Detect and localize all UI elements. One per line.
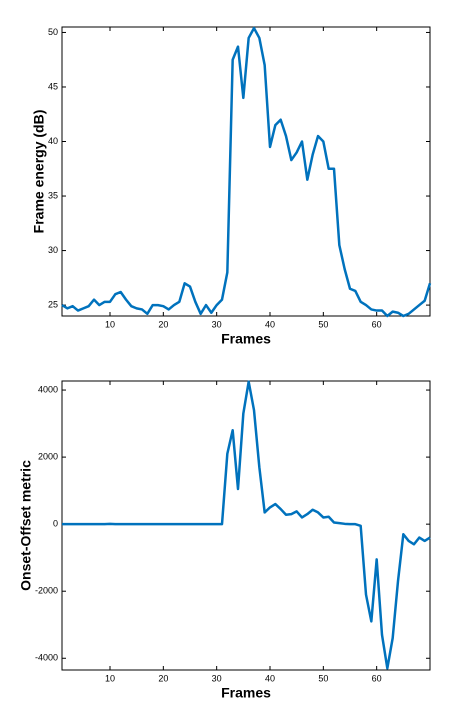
- x-tick-label: 10: [105, 319, 115, 329]
- y-tick-label: 2000: [38, 451, 58, 461]
- y-tick-label: -4000: [35, 653, 58, 663]
- x-tick-label: 50: [318, 673, 328, 683]
- plot-area: [61, 380, 431, 671]
- x-axis-label: Frames: [221, 331, 271, 347]
- y-tick-label: 40: [48, 136, 58, 146]
- x-tick-label: 50: [318, 319, 328, 329]
- x-tick-label: 60: [372, 319, 382, 329]
- y-tick-label: 30: [48, 245, 58, 255]
- y-tick-label: 25: [48, 299, 58, 309]
- y-tick-label: 35: [48, 190, 58, 200]
- x-tick-label: 40: [265, 673, 275, 683]
- x-tick-label: 30: [212, 673, 222, 683]
- y-tick-label: 4000: [38, 384, 58, 394]
- y-tick-label: -2000: [35, 586, 58, 596]
- y-axis-label: Onset-Offset metric: [18, 460, 34, 591]
- y-tick-label: 45: [48, 81, 58, 91]
- y-tick-label: 0: [53, 519, 58, 529]
- data-line: [61, 26, 432, 318]
- y-tick-label: 50: [48, 27, 58, 37]
- y-axis-label: Frame energy (dB): [31, 110, 47, 234]
- x-axis-label: Frames: [221, 685, 271, 701]
- x-tick-label: 10: [105, 673, 115, 683]
- x-tick-label: 30: [212, 319, 222, 329]
- x-tick-label: 40: [265, 319, 275, 329]
- x-tick-label: 20: [158, 673, 168, 683]
- data-line: [62, 380, 431, 670]
- x-tick-label: 20: [158, 319, 168, 329]
- plot-area: [61, 26, 431, 317]
- x-tick-label: 60: [372, 673, 382, 683]
